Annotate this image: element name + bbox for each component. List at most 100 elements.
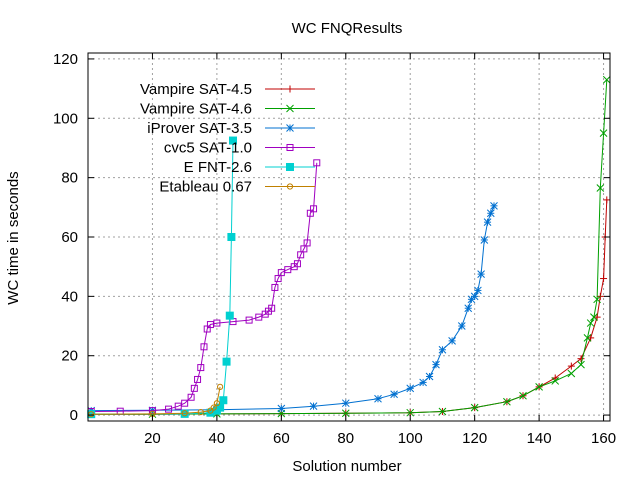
legend-marker bbox=[286, 124, 294, 132]
series-line bbox=[91, 205, 495, 412]
data-point bbox=[535, 383, 543, 391]
y-tick-label: 120 bbox=[53, 51, 78, 68]
legend-marker bbox=[286, 163, 294, 171]
data-point bbox=[438, 407, 447, 416]
data-point bbox=[593, 313, 601, 321]
data-point bbox=[486, 209, 495, 218]
data-point bbox=[477, 270, 485, 278]
data-point bbox=[225, 311, 234, 320]
data-point bbox=[599, 129, 608, 137]
data-point bbox=[341, 399, 350, 408]
data-point bbox=[567, 362, 575, 370]
data-point bbox=[181, 410, 188, 417]
y-axis-label: WC time in seconds bbox=[5, 171, 22, 304]
data-point bbox=[490, 201, 498, 210]
y-tick-label: 80 bbox=[61, 170, 78, 187]
data-point bbox=[197, 364, 205, 372]
data-point bbox=[88, 411, 95, 418]
series-4 bbox=[87, 159, 321, 416]
data-point bbox=[190, 384, 198, 392]
data-point bbox=[309, 402, 318, 411]
series-line bbox=[91, 386, 221, 415]
data-point bbox=[406, 408, 415, 417]
y-tick-label: 0 bbox=[70, 407, 78, 424]
data-point bbox=[567, 369, 576, 378]
data-point bbox=[222, 357, 231, 366]
data-point bbox=[165, 405, 173, 413]
y-tick-label: 60 bbox=[61, 229, 78, 246]
data-point bbox=[602, 75, 611, 84]
legend-marker bbox=[286, 85, 294, 93]
data-point bbox=[303, 239, 311, 247]
data-point bbox=[200, 343, 208, 351]
data-point bbox=[432, 360, 440, 369]
data-point bbox=[438, 345, 447, 354]
legend-label: iProver SAT-3.5 bbox=[147, 120, 252, 137]
data-point bbox=[227, 233, 236, 241]
data-point bbox=[310, 205, 318, 213]
data-point bbox=[277, 404, 286, 413]
data-point bbox=[577, 360, 585, 369]
data-point bbox=[293, 260, 301, 268]
legend-label: cvc5 SAT-1.0 bbox=[164, 140, 252, 157]
x-tick-label: 60 bbox=[273, 430, 290, 447]
data-point bbox=[229, 136, 237, 145]
y-tick-label: 20 bbox=[61, 348, 78, 365]
data-point bbox=[419, 378, 427, 387]
data-point bbox=[457, 322, 466, 330]
legend: Vampire SAT-4.5 Vampire SAT-4.6 iProver SA… bbox=[140, 81, 315, 196]
data-point bbox=[587, 334, 595, 342]
series-6 bbox=[88, 383, 224, 418]
x-tick-label: 20 bbox=[144, 430, 161, 447]
data-point bbox=[268, 304, 276, 312]
data-point bbox=[181, 399, 189, 407]
legend-label: Vampire SAT-4.6 bbox=[140, 101, 252, 118]
data-point bbox=[187, 393, 195, 401]
legend-label: E FNT-2.6 bbox=[184, 159, 252, 176]
data-point bbox=[313, 159, 321, 167]
data-point bbox=[245, 316, 253, 324]
y-tick-label: 100 bbox=[53, 110, 78, 127]
series-5 bbox=[87, 136, 237, 419]
data-point bbox=[577, 355, 585, 363]
data-point bbox=[586, 319, 595, 327]
legend-marker bbox=[286, 144, 294, 151]
x-axis-label: Solution number bbox=[292, 458, 401, 475]
series-1 bbox=[87, 196, 611, 418]
data-point bbox=[213, 400, 220, 407]
legend-marker bbox=[286, 183, 294, 190]
data-point bbox=[217, 383, 224, 390]
grid-lines bbox=[88, 53, 610, 421]
data-point bbox=[503, 397, 511, 406]
x-tick-label: 160 bbox=[591, 430, 616, 447]
x-tick-label: 40 bbox=[209, 430, 226, 447]
data-point bbox=[470, 292, 479, 301]
data-point bbox=[603, 196, 611, 204]
data-point bbox=[464, 304, 473, 313]
y-tick-label: 40 bbox=[61, 288, 78, 305]
series-line bbox=[91, 199, 608, 415]
data-point bbox=[470, 403, 479, 412]
series-3 bbox=[87, 201, 498, 415]
data-point bbox=[390, 390, 398, 399]
data-point bbox=[197, 408, 204, 416]
data-point bbox=[219, 396, 228, 405]
legend-label: Vampire SAT-4.5 bbox=[140, 81, 252, 98]
data-point bbox=[194, 375, 202, 383]
data-point bbox=[551, 377, 560, 385]
data-point bbox=[596, 184, 605, 192]
x-tick-label: 120 bbox=[462, 430, 487, 447]
data-point bbox=[213, 319, 221, 327]
legend-marker bbox=[286, 104, 294, 113]
data-point bbox=[583, 334, 592, 342]
data-point bbox=[519, 391, 527, 400]
data-point bbox=[600, 275, 608, 283]
legend-label: Etableau 0.67 bbox=[159, 179, 252, 196]
data-point bbox=[341, 409, 350, 418]
data-point bbox=[271, 283, 279, 291]
data-point bbox=[590, 313, 598, 321]
data-point bbox=[483, 218, 492, 227]
series-layer bbox=[87, 75, 611, 419]
x-tick-label: 100 bbox=[398, 430, 423, 447]
data-point bbox=[406, 384, 415, 393]
